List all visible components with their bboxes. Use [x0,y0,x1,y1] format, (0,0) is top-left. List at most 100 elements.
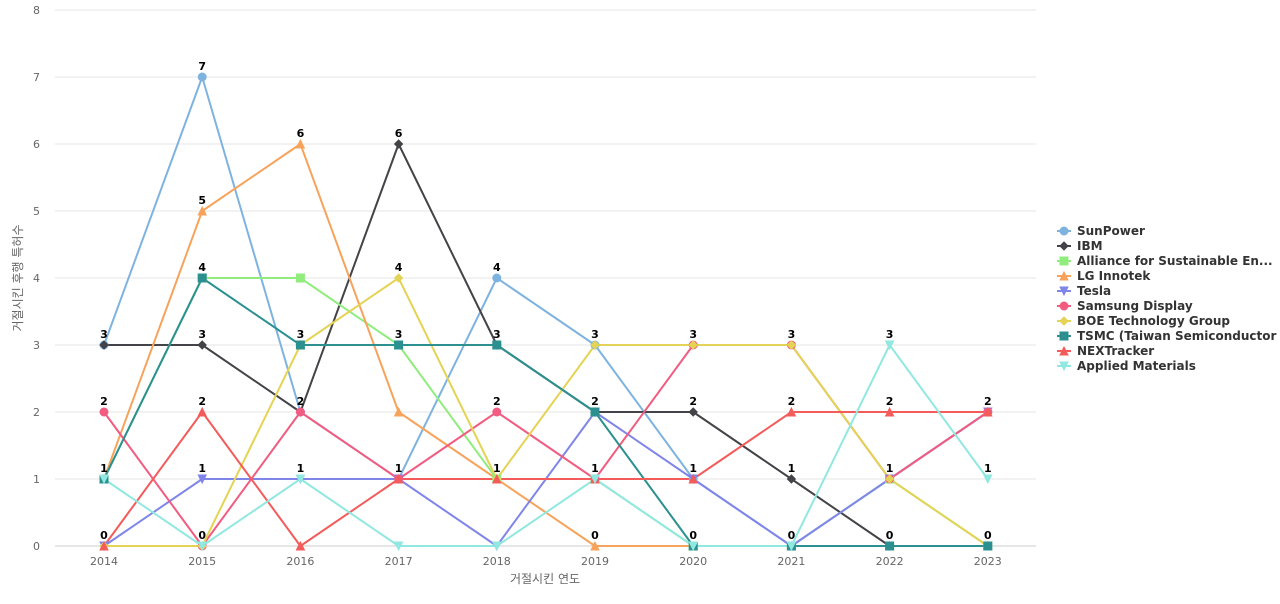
series-line-9 [103,344,989,547]
data-label: 3 [198,328,206,341]
data-label: 4 [493,261,501,274]
series-line-5 [103,344,989,547]
data-label: 3 [395,328,403,341]
x-tick-label: 2020 [679,555,707,568]
data-point [1059,345,1069,356]
y-tick-label: 8 [33,4,40,17]
data-point [1059,316,1069,326]
data-label: 4 [395,261,403,274]
data-label: 3 [886,328,894,341]
legend-item-3[interactable]: LG Innotek [1057,269,1151,283]
legend-label: SunPower [1077,224,1145,238]
y-tick-label: 4 [33,272,40,285]
data-point [590,540,600,551]
data-label: 3 [788,328,796,341]
legend-label: Alliance for Sustainable En... [1077,254,1273,268]
data-point [492,407,502,417]
data-point [884,474,895,484]
data-label: 1 [493,462,501,475]
data-label: 0 [984,529,992,542]
legend-label: TSMC (Taiwan Semiconductor ... [1077,329,1280,343]
data-label: 6 [395,127,403,140]
legend-item-5[interactable]: Samsung Display [1057,299,1193,313]
series-markers [99,72,993,552]
data-point [99,474,109,485]
data-label: 2 [689,395,697,408]
data-point [99,540,109,551]
data-label: 2 [493,395,501,408]
data-point [786,340,797,350]
data-point [983,541,993,551]
data-point [885,541,895,551]
data-point [1059,331,1069,341]
data-point [884,340,895,351]
legend-item-4[interactable]: Tesla [1057,284,1111,298]
legend-item-9[interactable]: Applied Materials [1057,359,1196,373]
data-label: 3 [297,328,305,341]
data-label: 7 [198,60,206,73]
legend-item-2[interactable]: Alliance for Sustainable En... [1057,254,1273,268]
y-tick-label: 2 [33,406,40,419]
data-point [393,541,404,552]
data-point [786,474,797,484]
x-tick-label: 2021 [777,555,805,568]
legend-label: Samsung Display [1077,299,1193,313]
data-label: 5 [198,194,206,207]
y-tick-label: 0 [33,540,40,553]
legend-item-1[interactable]: IBM [1057,239,1103,253]
y-tick-label: 6 [33,138,40,151]
data-point [295,540,306,551]
data-label: 1 [395,462,403,475]
data-point [99,407,109,417]
x-tick-label: 2015 [188,555,216,568]
y-tick-label: 5 [33,205,40,218]
legend-item-7[interactable]: TSMC (Taiwan Semiconductor ... [1057,329,1280,343]
legend-label: Tesla [1077,284,1111,298]
data-label: 2 [198,395,206,408]
data-point [393,406,404,417]
x-tick-label: 2018 [483,555,511,568]
data-point [393,473,404,484]
data-point [197,273,207,283]
legend-label: BOE Technology Group [1077,314,1230,328]
y-tick-label: 7 [33,71,40,84]
data-point [492,273,502,283]
data-label: 0 [886,529,894,542]
data-label: 2 [984,395,992,408]
data-point [295,138,306,149]
data-label: 0 [591,529,599,542]
legend-item-6[interactable]: BOE Technology Group [1057,314,1230,328]
data-point [394,340,404,350]
data-point [688,541,699,552]
data-point [492,340,502,350]
legend-item-8[interactable]: NEXTracker [1057,344,1154,358]
data-point [1059,226,1069,236]
data-point [1059,301,1069,311]
data-label: 0 [198,529,206,542]
data-label: 2 [591,395,599,408]
y-axis-title: 거절시킨 후행 특허수 [10,225,25,332]
x-tick-label: 2017 [385,555,413,568]
legend-label: IBM [1077,239,1103,253]
data-label: 2 [297,395,305,408]
legend-label: Applied Materials [1077,359,1196,373]
data-label: 0 [689,529,697,542]
data-point [982,406,993,417]
series-line-8 [103,411,988,547]
x-tick-label: 2022 [876,555,904,568]
legend-item-0[interactable]: SunPower [1057,224,1145,238]
data-label: 1 [788,462,796,475]
series-line-7 [103,277,988,547]
legend-label: LG Innotek [1077,269,1151,283]
data-label: 2 [788,395,796,408]
data-point [491,541,502,552]
x-tick-label: 2019 [581,555,609,568]
data-label: 3 [100,328,108,341]
data-point [688,340,698,350]
data-point [590,407,600,417]
data-point [590,340,600,350]
data-point [197,406,208,417]
data-point [1059,256,1069,266]
